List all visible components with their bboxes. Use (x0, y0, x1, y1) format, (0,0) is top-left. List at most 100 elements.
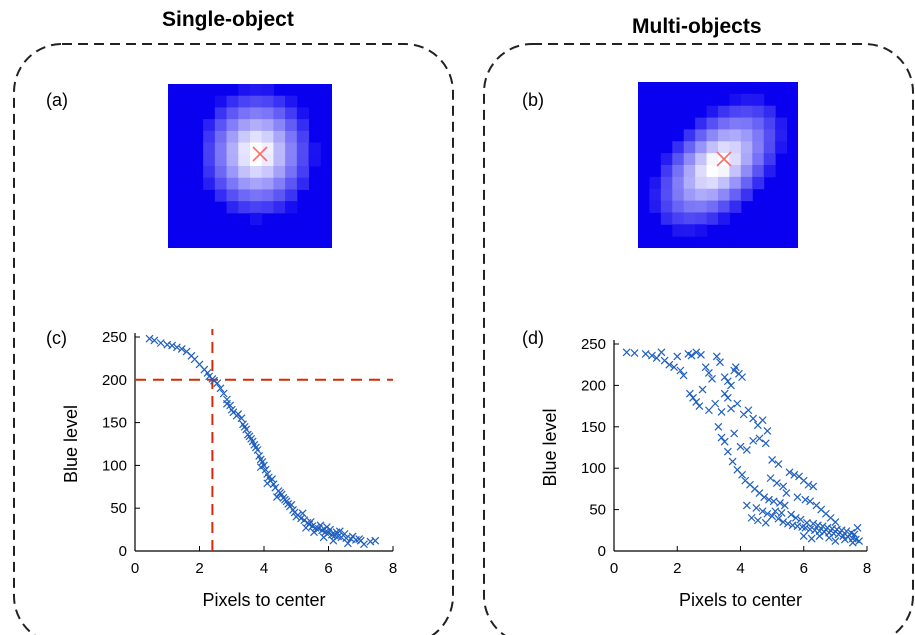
data-point (150, 336, 159, 345)
image-pixel (752, 141, 765, 154)
image-pixel (729, 117, 742, 130)
data-point (256, 463, 265, 472)
data-point (689, 393, 697, 402)
image-pixel (285, 107, 298, 120)
data-point (287, 500, 296, 509)
data-point (222, 399, 231, 408)
single-object-title: Single-object (162, 8, 294, 31)
data-point (777, 508, 786, 517)
image-pixel (740, 141, 753, 154)
image-pixel (261, 130, 274, 144)
image-pixel (261, 177, 274, 190)
data-point (744, 406, 753, 415)
data-point (704, 369, 713, 377)
data-point (695, 402, 704, 411)
image-pixel (226, 119, 239, 132)
image-pixel (740, 93, 753, 107)
image-pixel (718, 212, 730, 225)
image-pixel (238, 142, 251, 155)
image-pixel (695, 176, 708, 190)
image-pixel (672, 224, 685, 237)
label-c: (c) (46, 328, 67, 348)
data-point (727, 404, 735, 413)
image-pixel (649, 200, 662, 213)
image-pixel (226, 130, 239, 144)
image-pixel (672, 153, 685, 166)
data-point (156, 339, 165, 347)
image-pixel (226, 201, 239, 214)
image-pixel (273, 107, 286, 120)
image-pixel (752, 129, 765, 142)
x-axis-label: Pixels to center (679, 590, 802, 610)
image-pixel (775, 117, 788, 130)
data-point (742, 501, 751, 510)
image-pixel (261, 107, 274, 120)
data-point (641, 350, 650, 358)
data-point (758, 507, 767, 516)
image-pixel (238, 154, 251, 167)
image-pixel (250, 84, 263, 97)
data-point (850, 530, 859, 539)
label-b: (b) (522, 90, 544, 110)
data-point (855, 537, 864, 545)
image-pixel (203, 166, 216, 179)
image-pixel (250, 142, 263, 155)
data-point (698, 385, 707, 394)
image-pixel (273, 177, 286, 190)
data-point (717, 407, 726, 416)
data-point (807, 534, 816, 543)
image-pixel (695, 141, 708, 154)
image-pixel (740, 165, 753, 178)
data-point (723, 393, 732, 402)
label-a: (a) (46, 90, 68, 110)
x-tick-label: 2 (673, 560, 681, 577)
image-pixel (695, 117, 708, 130)
image-pixel (214, 119, 228, 132)
image-pixel (672, 212, 685, 225)
image-pixel (285, 119, 298, 132)
data-point (704, 406, 713, 415)
image-pixel (695, 212, 708, 225)
image-pixel (296, 130, 310, 144)
data-point (799, 532, 808, 541)
image-pixel (296, 107, 310, 120)
data-point (711, 399, 720, 408)
image-pixel (238, 177, 251, 190)
x-tick-label: 2 (195, 560, 203, 577)
data-point (840, 535, 849, 544)
image-pixel (238, 107, 251, 120)
data-point (738, 470, 747, 479)
data-point (842, 527, 851, 536)
data-point (310, 528, 318, 537)
image-pixel (729, 153, 742, 166)
image-pixel (649, 176, 662, 190)
data-point (335, 527, 344, 536)
data-point (371, 536, 380, 545)
y-axis-label: Blue level (540, 408, 560, 486)
image-pixel (214, 177, 228, 190)
data-point (834, 530, 843, 539)
data-point (831, 518, 840, 526)
data-point (302, 523, 310, 532)
image-pixel (203, 177, 216, 190)
image-pixel (308, 142, 321, 155)
image-pixel (250, 189, 263, 202)
data-point (806, 497, 814, 506)
data-point (736, 442, 745, 451)
data-point (319, 533, 328, 542)
multi-objects-frame (483, 43, 914, 635)
data-point (717, 433, 726, 442)
image-pixel (250, 177, 263, 190)
image-pixel (250, 130, 263, 144)
x-tick-label: 4 (260, 560, 268, 577)
image-pixel (273, 189, 286, 202)
image-pixel (718, 129, 730, 142)
data-point (340, 529, 349, 538)
data-point (853, 523, 862, 532)
image-pixel (683, 176, 696, 190)
image-pixel (285, 201, 298, 214)
image-pixel (752, 153, 765, 166)
x-tick-label: 4 (736, 560, 744, 577)
image-pixel (695, 188, 708, 202)
data-point (761, 439, 770, 448)
